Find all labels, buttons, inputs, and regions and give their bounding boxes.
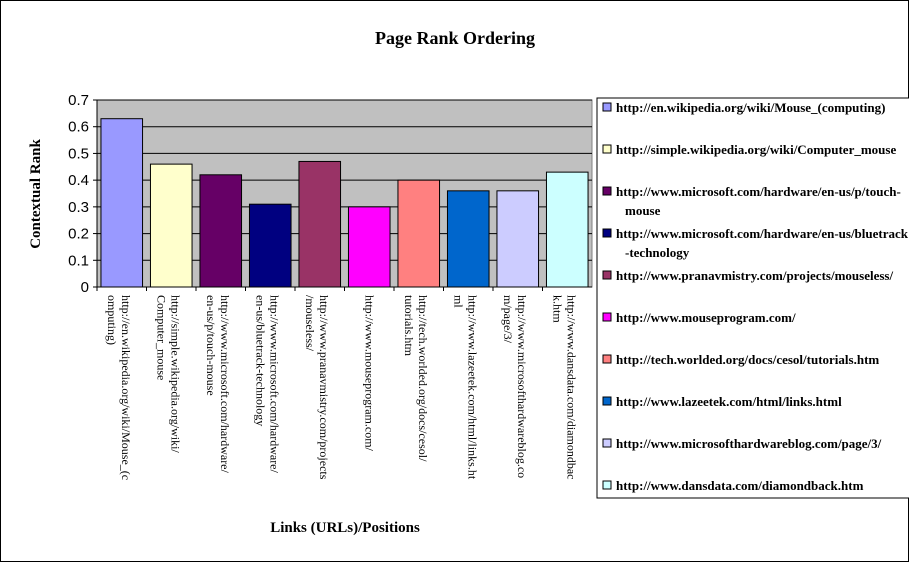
x-label-group: http://tech.worlded.org/docs/cesol/tutor… [402, 295, 430, 462]
y-axis-title: Contextual Rank [28, 139, 44, 249]
text-line: mouse [625, 203, 661, 218]
text-line: k.htm [550, 295, 564, 323]
text-line: http://www.lazeetek.com/html/links.html [616, 394, 842, 409]
x-label-group: http://www.pranavmistry.com/projects/mou… [303, 295, 331, 480]
x-label-group: http://www.lazeetek.com/html/links.html [451, 295, 479, 480]
x-tick-label: http://www.lazeetek.com/html/links.html [451, 295, 479, 480]
y-tick-label: 0.5 [68, 145, 89, 162]
x-tick-label: http://www.microsoft.com/hardware/en-us/… [253, 295, 281, 474]
text-line: http://en.wikipedia.org/wiki/Mouse_(comp… [616, 100, 885, 115]
y-tick-label: 0.7 [68, 92, 89, 109]
x-tick-label: http://www.pranavmistry.com/projects/mou… [303, 295, 331, 480]
text-line: http://www.mouseprogram.com/ [362, 295, 376, 452]
legend-swatch [602, 354, 612, 364]
legend-label: http://en.wikipedia.org/wiki/Mouse_(comp… [616, 100, 885, 115]
bar [347, 206, 391, 288]
legend-swatch [602, 438, 612, 448]
y-tick-label: 0.3 [68, 199, 89, 216]
text-line: m/page/3/ [501, 295, 515, 344]
legend-swatch [602, 186, 612, 196]
text-line: http://www.microsofthardwareblog.com/pag… [616, 436, 882, 451]
bar [397, 179, 441, 288]
x-tick-label: http://www.dansdata.com/diamondback.htm [550, 295, 578, 480]
y-tick-label: 0.2 [68, 226, 89, 243]
legend-swatch [602, 270, 612, 280]
legend-swatch [602, 228, 612, 238]
y-tick-label: 0 [81, 279, 89, 296]
x-tick-label: http://www.microsofthardwareblog.com/pag… [501, 295, 529, 478]
text-line: http://www.microsofthardwareblog.co [515, 295, 529, 478]
x-tick-label: http://simple.wikipedia.org/wiki/Compute… [154, 295, 182, 453]
legend: http://en.wikipedia.org/wiki/Mouse_(comp… [602, 100, 909, 493]
legend-swatch [602, 312, 612, 322]
legend-label: http://simple.wikipedia.org/wiki/Compute… [616, 142, 896, 157]
y-tick-label: 0.4 [68, 172, 89, 189]
text-line: http://www.mouseprogram.com/ [616, 310, 796, 325]
text-line: omputing) [105, 295, 119, 345]
legend-box [596, 97, 909, 499]
x-tick-label: http://www.microsoft.com/hardware/en-us/… [204, 295, 232, 474]
text-line: http://tech.worlded.org/docs/cesol/ [416, 295, 430, 462]
text-line: http://www.lazeetek.com/html/links.ht [465, 295, 479, 480]
chart-title: Page Rank Ordering [375, 28, 535, 48]
text-line: Computer_mouse [154, 295, 168, 380]
x-label-group: http://www.microsoft.com/hardware/en-us/… [204, 295, 232, 474]
text-line: http://www.pranavmistry.com/projects/mou… [616, 268, 893, 283]
x-tick-label: http://tech.worlded.org/docs/cesol/tutor… [402, 295, 430, 462]
bar [298, 160, 342, 288]
x-tick-label: http://en.wikipedia.org/wiki/Mouse_(comp… [105, 295, 133, 480]
x-label-group: http://www.dansdata.com/diamondback.htm [550, 295, 578, 480]
text-line: http://www.microsoft.com/hardware/ [267, 295, 281, 474]
legend-label: http://www.mouseprogram.com/ [616, 310, 796, 325]
legend-label: http://www.dansdata.com/diamondback.htm [616, 478, 864, 493]
bar [496, 190, 540, 288]
legend-swatch [602, 480, 612, 490]
text-line: tutorials.htm [402, 295, 416, 357]
legend-swatch [602, 396, 612, 406]
text-line: http://en.wikipedia.org/wiki/Mouse_(c [119, 295, 133, 480]
y-tick-label: 0.1 [68, 252, 89, 269]
legend-label: http://www.microsoft.com/hardware/en-us/… [616, 184, 901, 218]
legend-label: http://www.pranavmistry.com/projects/mou… [616, 268, 893, 283]
text-line: en-us/bluetrack-technology [253, 295, 267, 426]
bar [100, 118, 144, 288]
x-tick-label: http://www.mouseprogram.com/ [362, 295, 376, 452]
legend-label: http://www.microsoft.com/hardware/en-us/… [616, 226, 909, 260]
bar [248, 203, 292, 288]
bar [199, 174, 243, 288]
text-line: http://www.dansdata.com/diamondbac [564, 295, 578, 480]
text-line: -technology [625, 245, 690, 260]
legend-swatch [602, 102, 612, 112]
x-label-group: http://www.microsoft.com/hardware/en-us/… [253, 295, 281, 474]
text-line: /mouseless/ [303, 295, 317, 352]
x-label-group: http://www.microsofthardwareblog.com/pag… [501, 295, 529, 478]
y-tick-label: 0.6 [68, 119, 89, 136]
bar [545, 171, 589, 288]
x-label-group: http://en.wikipedia.org/wiki/Mouse_(comp… [105, 295, 133, 480]
text-line: http://www.pranavmistry.com/projects [317, 295, 331, 480]
text-line: http://www.microsoft.com/hardware/en-us/… [616, 184, 901, 199]
text-line: http://www.microsoft.com/hardware/en-us/… [616, 226, 909, 241]
text-line: http://tech.worlded.org/docs/cesol/tutor… [616, 352, 879, 367]
text-line: ml [451, 295, 465, 308]
text-line: http://simple.wikipedia.org/wiki/ [168, 295, 182, 453]
x-label-group: http://simple.wikipedia.org/wiki/Compute… [154, 295, 182, 453]
x-label-group: http://www.mouseprogram.com/ [362, 295, 376, 452]
legend-label: http://www.lazeetek.com/html/links.html [616, 394, 842, 409]
text-line: en-us/p/touch-mouse [204, 295, 218, 396]
text-line: http://simple.wikipedia.org/wiki/Compute… [616, 142, 896, 157]
text-line: http://www.dansdata.com/diamondback.htm [616, 478, 864, 493]
legend-label: http://tech.worlded.org/docs/cesol/tutor… [616, 352, 879, 367]
legend-label: http://www.microsofthardwareblog.com/pag… [616, 436, 882, 451]
text-line: http://www.microsoft.com/hardware/ [218, 295, 232, 474]
x-axis-title: Links (URLs)/Positions [270, 520, 420, 536]
bar [149, 163, 193, 288]
bar [446, 190, 490, 288]
legend-swatch [602, 144, 612, 154]
